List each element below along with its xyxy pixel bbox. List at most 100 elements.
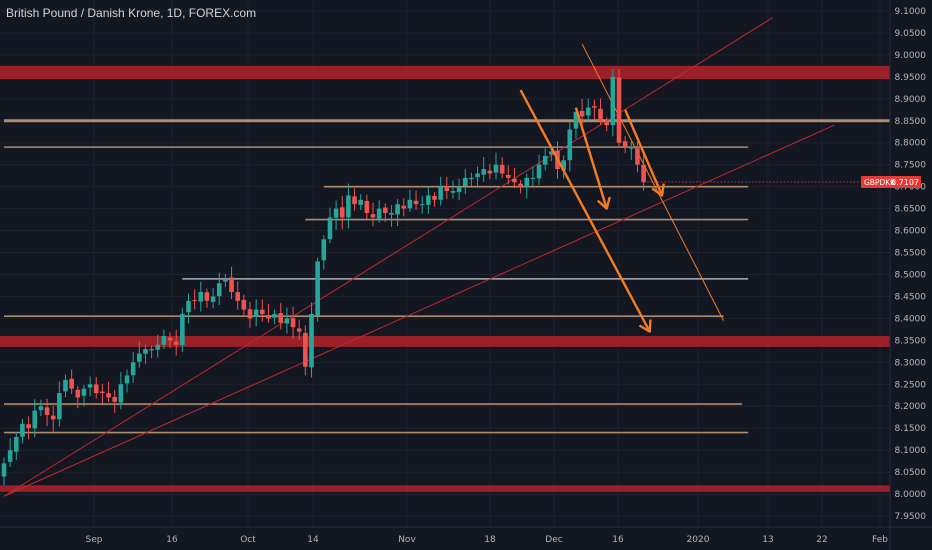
candle bbox=[87, 376, 93, 397]
candle-body bbox=[389, 212, 394, 215]
candle-body bbox=[130, 362, 136, 376]
candle-body bbox=[401, 205, 407, 209]
candle-body bbox=[266, 315, 271, 319]
candle bbox=[32, 399, 38, 438]
candle bbox=[339, 195, 345, 230]
candle bbox=[63, 374, 68, 398]
candle bbox=[204, 288, 210, 308]
candle-body bbox=[93, 384, 99, 394]
candle bbox=[321, 235, 327, 270]
candle-body bbox=[419, 204, 425, 206]
candle bbox=[44, 398, 50, 427]
candle bbox=[266, 303, 271, 323]
trendline bbox=[3, 17, 774, 497]
time-axis[interactable]: Sep 16 Oct 14 Nov 18 Dec 16 2020 13 22 Feb bbox=[86, 535, 889, 545]
candle-body bbox=[512, 178, 517, 183]
candle-body bbox=[407, 199, 413, 209]
candle-body bbox=[383, 207, 388, 213]
time-tick-label: Nov bbox=[398, 535, 416, 545]
time-tick-label: 16 bbox=[166, 535, 178, 545]
candle bbox=[260, 299, 265, 322]
candle bbox=[518, 180, 523, 194]
candle-body bbox=[592, 106, 597, 108]
candle-body bbox=[469, 177, 474, 180]
candle bbox=[124, 369, 130, 393]
arrow-head bbox=[638, 319, 652, 333]
last-price-symbol: GBPDKK bbox=[864, 178, 896, 187]
candle-body bbox=[604, 122, 609, 126]
candle bbox=[444, 176, 450, 200]
trendline bbox=[3, 124, 835, 497]
candle bbox=[327, 207, 333, 244]
candle bbox=[278, 303, 284, 330]
candle bbox=[216, 272, 222, 305]
candle bbox=[93, 376, 99, 399]
price-tick-label: 9.0500 bbox=[895, 29, 927, 39]
candle-body bbox=[506, 174, 511, 178]
horizontal-levels bbox=[4, 119, 890, 434]
price-axis[interactable]: 9.1000 9.0500 9.0000 8.9500 8.9000 8.8500 8.80… bbox=[895, 7, 927, 522]
candle-body bbox=[622, 141, 628, 148]
candle-body bbox=[585, 107, 591, 116]
candle bbox=[567, 121, 573, 172]
candle-body bbox=[499, 164, 505, 174]
price-tick-label: 8.4000 bbox=[895, 314, 927, 324]
candle-body bbox=[629, 147, 634, 149]
candle-body bbox=[321, 239, 327, 261]
candle bbox=[309, 302, 314, 378]
candle bbox=[167, 332, 173, 349]
price-tick-label: 8.4500 bbox=[895, 292, 927, 302]
candle bbox=[118, 372, 124, 410]
candle-body bbox=[106, 393, 111, 398]
candle bbox=[192, 289, 197, 310]
candle-body bbox=[229, 277, 234, 293]
last-price-tag: GBPDKK 8.7107 bbox=[861, 175, 921, 188]
candle bbox=[26, 416, 31, 440]
chart-title: British Pound / Danish Krone, 1D, FOREX.… bbox=[6, 6, 257, 20]
candle bbox=[389, 204, 394, 227]
candle-body bbox=[143, 349, 148, 354]
candle bbox=[616, 69, 622, 148]
candle-body bbox=[339, 207, 345, 218]
candle bbox=[376, 200, 382, 223]
candle bbox=[198, 281, 204, 312]
candle bbox=[506, 165, 511, 185]
candle-body bbox=[610, 76, 616, 126]
candle-body bbox=[641, 164, 646, 183]
candle bbox=[383, 203, 388, 222]
candle bbox=[395, 199, 400, 227]
time-tick-label: Feb bbox=[872, 535, 888, 545]
candle-body bbox=[438, 186, 443, 200]
candle-body bbox=[272, 314, 277, 318]
candle-body bbox=[549, 151, 554, 155]
candle-body bbox=[296, 328, 302, 332]
candle-body bbox=[44, 407, 50, 416]
price-tick-label: 8.2500 bbox=[895, 380, 927, 390]
supply-demand-zone bbox=[0, 335, 890, 347]
price-tick-label: 8.3000 bbox=[895, 358, 927, 368]
candle bbox=[450, 180, 456, 199]
candle bbox=[641, 153, 646, 191]
candle bbox=[1, 457, 7, 486]
candle bbox=[173, 329, 179, 356]
candle bbox=[419, 196, 425, 214]
candle bbox=[155, 334, 161, 358]
candle bbox=[100, 383, 105, 406]
candle bbox=[573, 107, 579, 139]
candle-body bbox=[247, 309, 253, 319]
price-tick-label: 7.9500 bbox=[895, 512, 927, 522]
trendline bbox=[581, 43, 724, 321]
price-tick-label: 8.1000 bbox=[895, 446, 927, 456]
candle bbox=[296, 319, 302, 340]
time-tick-label: 18 bbox=[484, 535, 496, 545]
candle-body bbox=[75, 389, 81, 398]
candle bbox=[229, 266, 234, 300]
candle-body bbox=[352, 196, 357, 205]
resistance-support-zones bbox=[0, 65, 890, 492]
candle-body bbox=[432, 195, 437, 200]
candle-body bbox=[204, 292, 210, 301]
down-arrow bbox=[574, 107, 611, 210]
candle bbox=[635, 141, 640, 173]
candle bbox=[610, 69, 616, 137]
